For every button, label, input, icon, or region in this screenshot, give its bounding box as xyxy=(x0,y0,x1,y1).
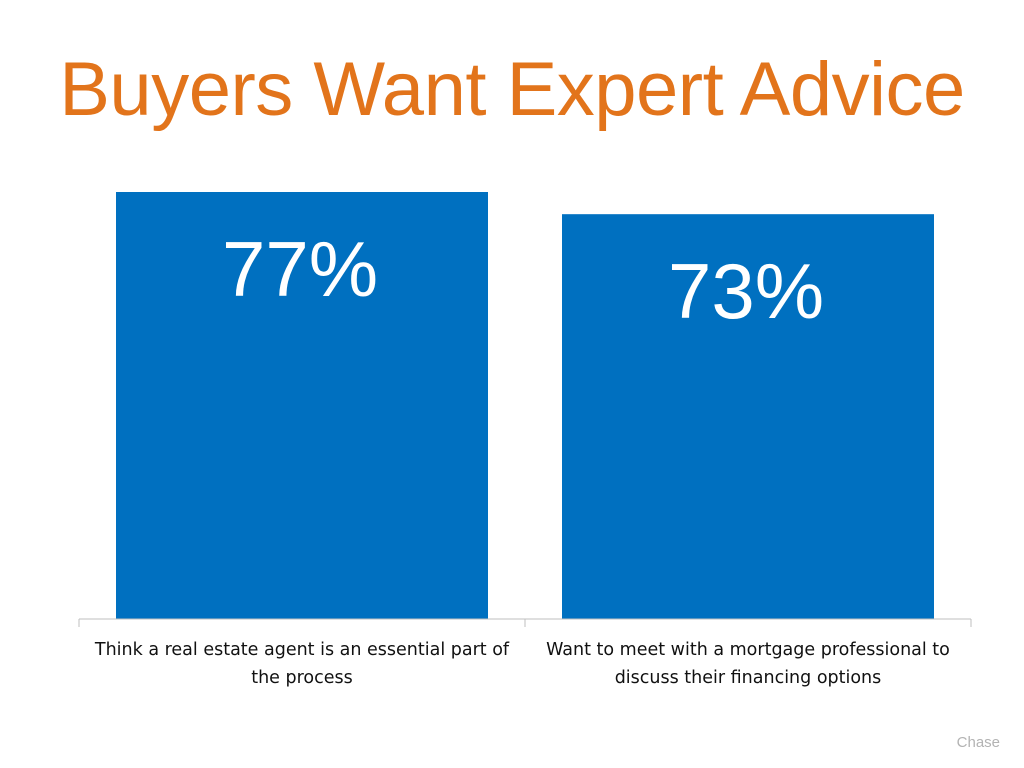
bar-mortgage xyxy=(562,214,934,619)
page-title: Buyers Want Expert Advice xyxy=(59,47,965,132)
data-label-agent: 77% xyxy=(222,225,378,313)
source-credit: Chase xyxy=(956,734,1000,751)
bars-group xyxy=(116,192,934,619)
category-label-mortgage: Want to meet with a mortgage professiona… xyxy=(546,640,950,688)
data-label-mortgage: 73% xyxy=(668,247,824,335)
bar-agent xyxy=(116,192,488,619)
data-labels-group: 77% 73% xyxy=(222,225,824,335)
category-label-agent: Think a real estate agent is an essentia… xyxy=(94,640,510,688)
